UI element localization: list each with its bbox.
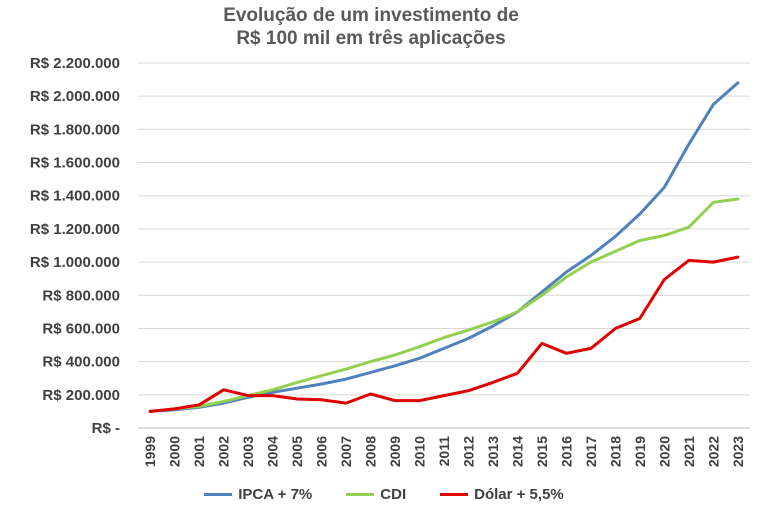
- x-tick-label: 2013: [485, 436, 501, 467]
- legend-swatch: [346, 493, 375, 496]
- y-tick-label: R$ 1.800.000: [30, 121, 120, 138]
- x-tick-label: 2002: [216, 436, 232, 467]
- y-tick-label: R$ 1.200.000: [30, 221, 120, 238]
- x-tick-label: 2010: [412, 436, 428, 467]
- line-chart: R$ - R$ 200.000 R$ 400.000 R$ 600.000 R$ 800…: [30, 55, 750, 467]
- y-tick-label: R$ 1.600.000: [30, 155, 120, 172]
- x-tick-label: 2022: [705, 436, 721, 467]
- series-lines: [148, 81, 740, 413]
- x-tick-label: 2018: [607, 436, 623, 467]
- x-tick-label: 2008: [363, 436, 379, 467]
- x-tick-label: 2015: [534, 436, 550, 467]
- x-tick-label: 2005: [289, 436, 305, 467]
- legend-label: CDI: [380, 486, 407, 503]
- x-tick-label: 1999: [142, 436, 158, 467]
- legend-swatch: [204, 493, 233, 496]
- x-tick-label: 2003: [240, 436, 256, 467]
- x-tick-label: 2016: [558, 436, 574, 467]
- legend: IPCA + 7% CDI Dólar + 5,5%: [0, 486, 768, 503]
- x-tick-label: 2006: [314, 436, 330, 467]
- x-tick-label: 2023: [730, 436, 746, 467]
- x-tick-label: 2017: [583, 436, 599, 467]
- x-tick-label: 2004: [265, 436, 281, 467]
- y-tick-label: R$ 400.000: [42, 354, 120, 371]
- y-tick-label: R$ 200.000: [42, 387, 120, 404]
- x-tick-label: 2001: [191, 436, 207, 467]
- x-tick-label: 2021: [681, 436, 697, 467]
- y-tick-label: R$ -: [92, 420, 120, 437]
- chart-title-line-1: Evolução de um investimento de: [223, 5, 519, 26]
- x-tick-label: 2014: [509, 436, 525, 467]
- y-tick-label: R$ 2.000.000: [30, 88, 120, 105]
- x-tick-label: 2012: [460, 436, 476, 467]
- y-tick-label: R$ 2.200.000: [30, 55, 120, 72]
- y-tick-label: R$ 1.400.000: [30, 188, 120, 205]
- y-tick-label: R$ 1.000.000: [30, 254, 120, 271]
- x-tick-label: 2020: [656, 436, 672, 467]
- chart-title: Evolução de um investimento de R$ 100 mi…: [0, 4, 742, 50]
- y-axis: R$ - R$ 200.000 R$ 400.000 R$ 600.000 R$ 800…: [30, 55, 120, 437]
- x-tick-label: 2019: [632, 436, 648, 467]
- x-tick-label: 2000: [167, 436, 183, 467]
- y-tick-label: R$ 600.000: [42, 320, 120, 337]
- legend-label: IPCA + 7%: [238, 486, 313, 503]
- x-tick-label: 2007: [338, 436, 354, 467]
- legend-swatch: [440, 493, 469, 496]
- legend-item: Dólar + 5,5%: [440, 486, 564, 503]
- x-tick-label: 2009: [387, 436, 403, 467]
- legend-item: CDI: [346, 486, 406, 503]
- chart-title-line-2: R$ 100 mil em três aplicações: [236, 28, 506, 49]
- x-axis: 1999 2000 2001 2002 2003 2004 2005 2006 2007 2008…: [142, 436, 746, 467]
- y-tick-label: R$ 800.000: [42, 287, 120, 304]
- series-line: [148, 81, 740, 413]
- series-line: [148, 255, 740, 413]
- legend-label: Dólar + 5,5%: [474, 486, 564, 503]
- legend-item: IPCA + 7%: [204, 486, 312, 503]
- grid-lines: [138, 62, 750, 429]
- x-tick-label: 2011: [436, 436, 452, 467]
